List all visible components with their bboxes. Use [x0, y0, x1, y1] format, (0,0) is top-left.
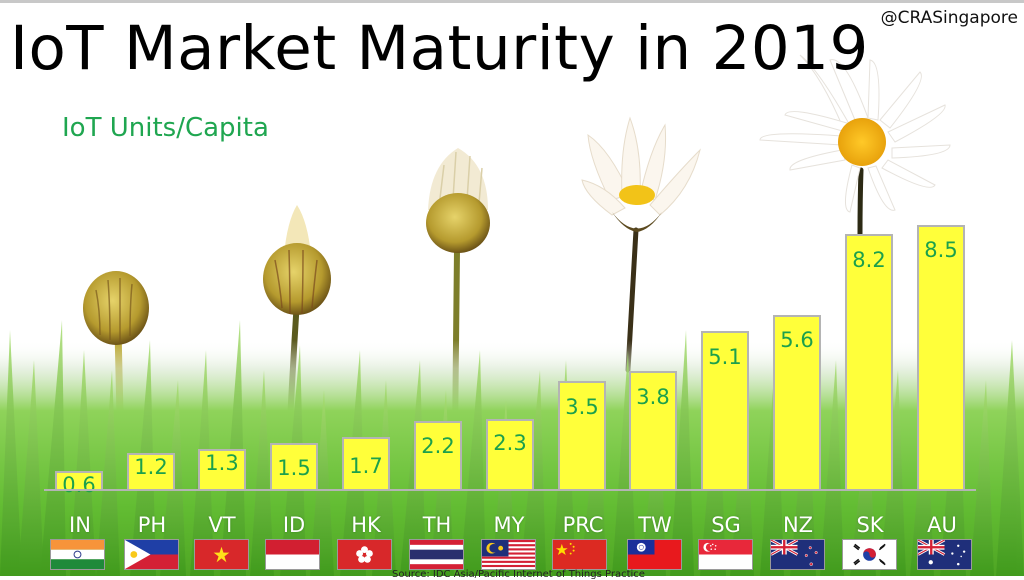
bar-value: 0.6: [62, 473, 96, 497]
indonesia-flag-icon: [265, 539, 320, 570]
china-flag-icon: [552, 539, 607, 570]
category-label-id: ID: [282, 513, 306, 537]
category-label-in: IN: [69, 513, 91, 537]
bar-au: 8.5: [917, 225, 965, 490]
flower-bud-closed: [83, 271, 149, 345]
category-label-nz: NZ: [782, 513, 814, 537]
category-label-au: AU: [927, 513, 957, 537]
new-zealand-flag-icon: [770, 539, 825, 570]
category-label-tw: TW: [638, 513, 672, 537]
bar-id: 1.5: [270, 443, 318, 490]
bar-value: 1.3: [205, 451, 239, 475]
bar-value: 1.5: [277, 456, 311, 480]
top-border: [0, 0, 1024, 3]
category-label-prc: PRC: [562, 513, 604, 537]
category-label-vt: VT: [208, 513, 236, 537]
bar-value: 3.8: [636, 385, 670, 409]
category-label-ph: PH: [137, 513, 167, 537]
bar-hk: 1.7: [342, 437, 390, 490]
bar-value: 1.7: [349, 454, 383, 478]
flower-half-open: [426, 148, 490, 253]
x-axis-line: [44, 489, 976, 491]
daisy-full-bloom: [759, 54, 951, 213]
singapore-flag-icon: [698, 539, 753, 570]
bar-th: 2.2: [414, 421, 462, 490]
vietnam-flag-icon: [194, 539, 249, 570]
chart-subtitle: IoT Units/Capita: [62, 113, 269, 143]
bar-ph: 1.2: [127, 453, 175, 490]
flower-bud-opening: [263, 205, 331, 315]
bar-nz: 5.6: [773, 315, 821, 490]
malaysia-flag-icon: [481, 539, 536, 570]
bar-value: 5.1: [708, 345, 742, 369]
bar-value: 1.2: [134, 455, 168, 479]
category-label-sg: SG: [711, 513, 741, 537]
bar-value: 3.5: [565, 395, 599, 419]
bar-vt: 1.3: [198, 449, 246, 490]
bar-value: 2.2: [421, 434, 455, 458]
category-label-my: MY: [493, 513, 525, 537]
bar-value: 2.3: [493, 431, 527, 455]
daisy-opening: [581, 116, 701, 232]
bar-in: 0.6: [55, 471, 103, 497]
category-label-th: TH: [422, 513, 452, 537]
india-flag-icon: [50, 539, 105, 570]
bar-value: 8.2: [852, 248, 886, 272]
bar-sk: 8.2: [845, 234, 893, 490]
hong-kong-flag-icon: [337, 539, 392, 570]
bar-prc: 3.5: [558, 381, 606, 490]
philippines-flag-icon: [124, 539, 179, 570]
bar-value: 5.6: [780, 328, 814, 352]
bar-sg: 5.1: [701, 331, 749, 490]
bar-tw: 3.8: [629, 371, 677, 490]
twitter-handle: @CRASingapore: [880, 8, 1018, 28]
bar-my: 2.3: [486, 419, 534, 490]
category-label-hk: HK: [351, 513, 381, 537]
source-note: Source: IDC Asia/Pacific Internet of Thi…: [392, 569, 645, 580]
category-label-sk: SK: [856, 513, 884, 537]
taiwan-flag-icon: [627, 539, 682, 570]
page-title: IoT Market Maturity in 2019: [10, 13, 869, 84]
thailand-flag-icon: [409, 539, 464, 570]
australia-flag-icon: [917, 539, 972, 570]
bar-value: 8.5: [924, 238, 958, 262]
south-korea-flag-icon: [842, 539, 897, 570]
